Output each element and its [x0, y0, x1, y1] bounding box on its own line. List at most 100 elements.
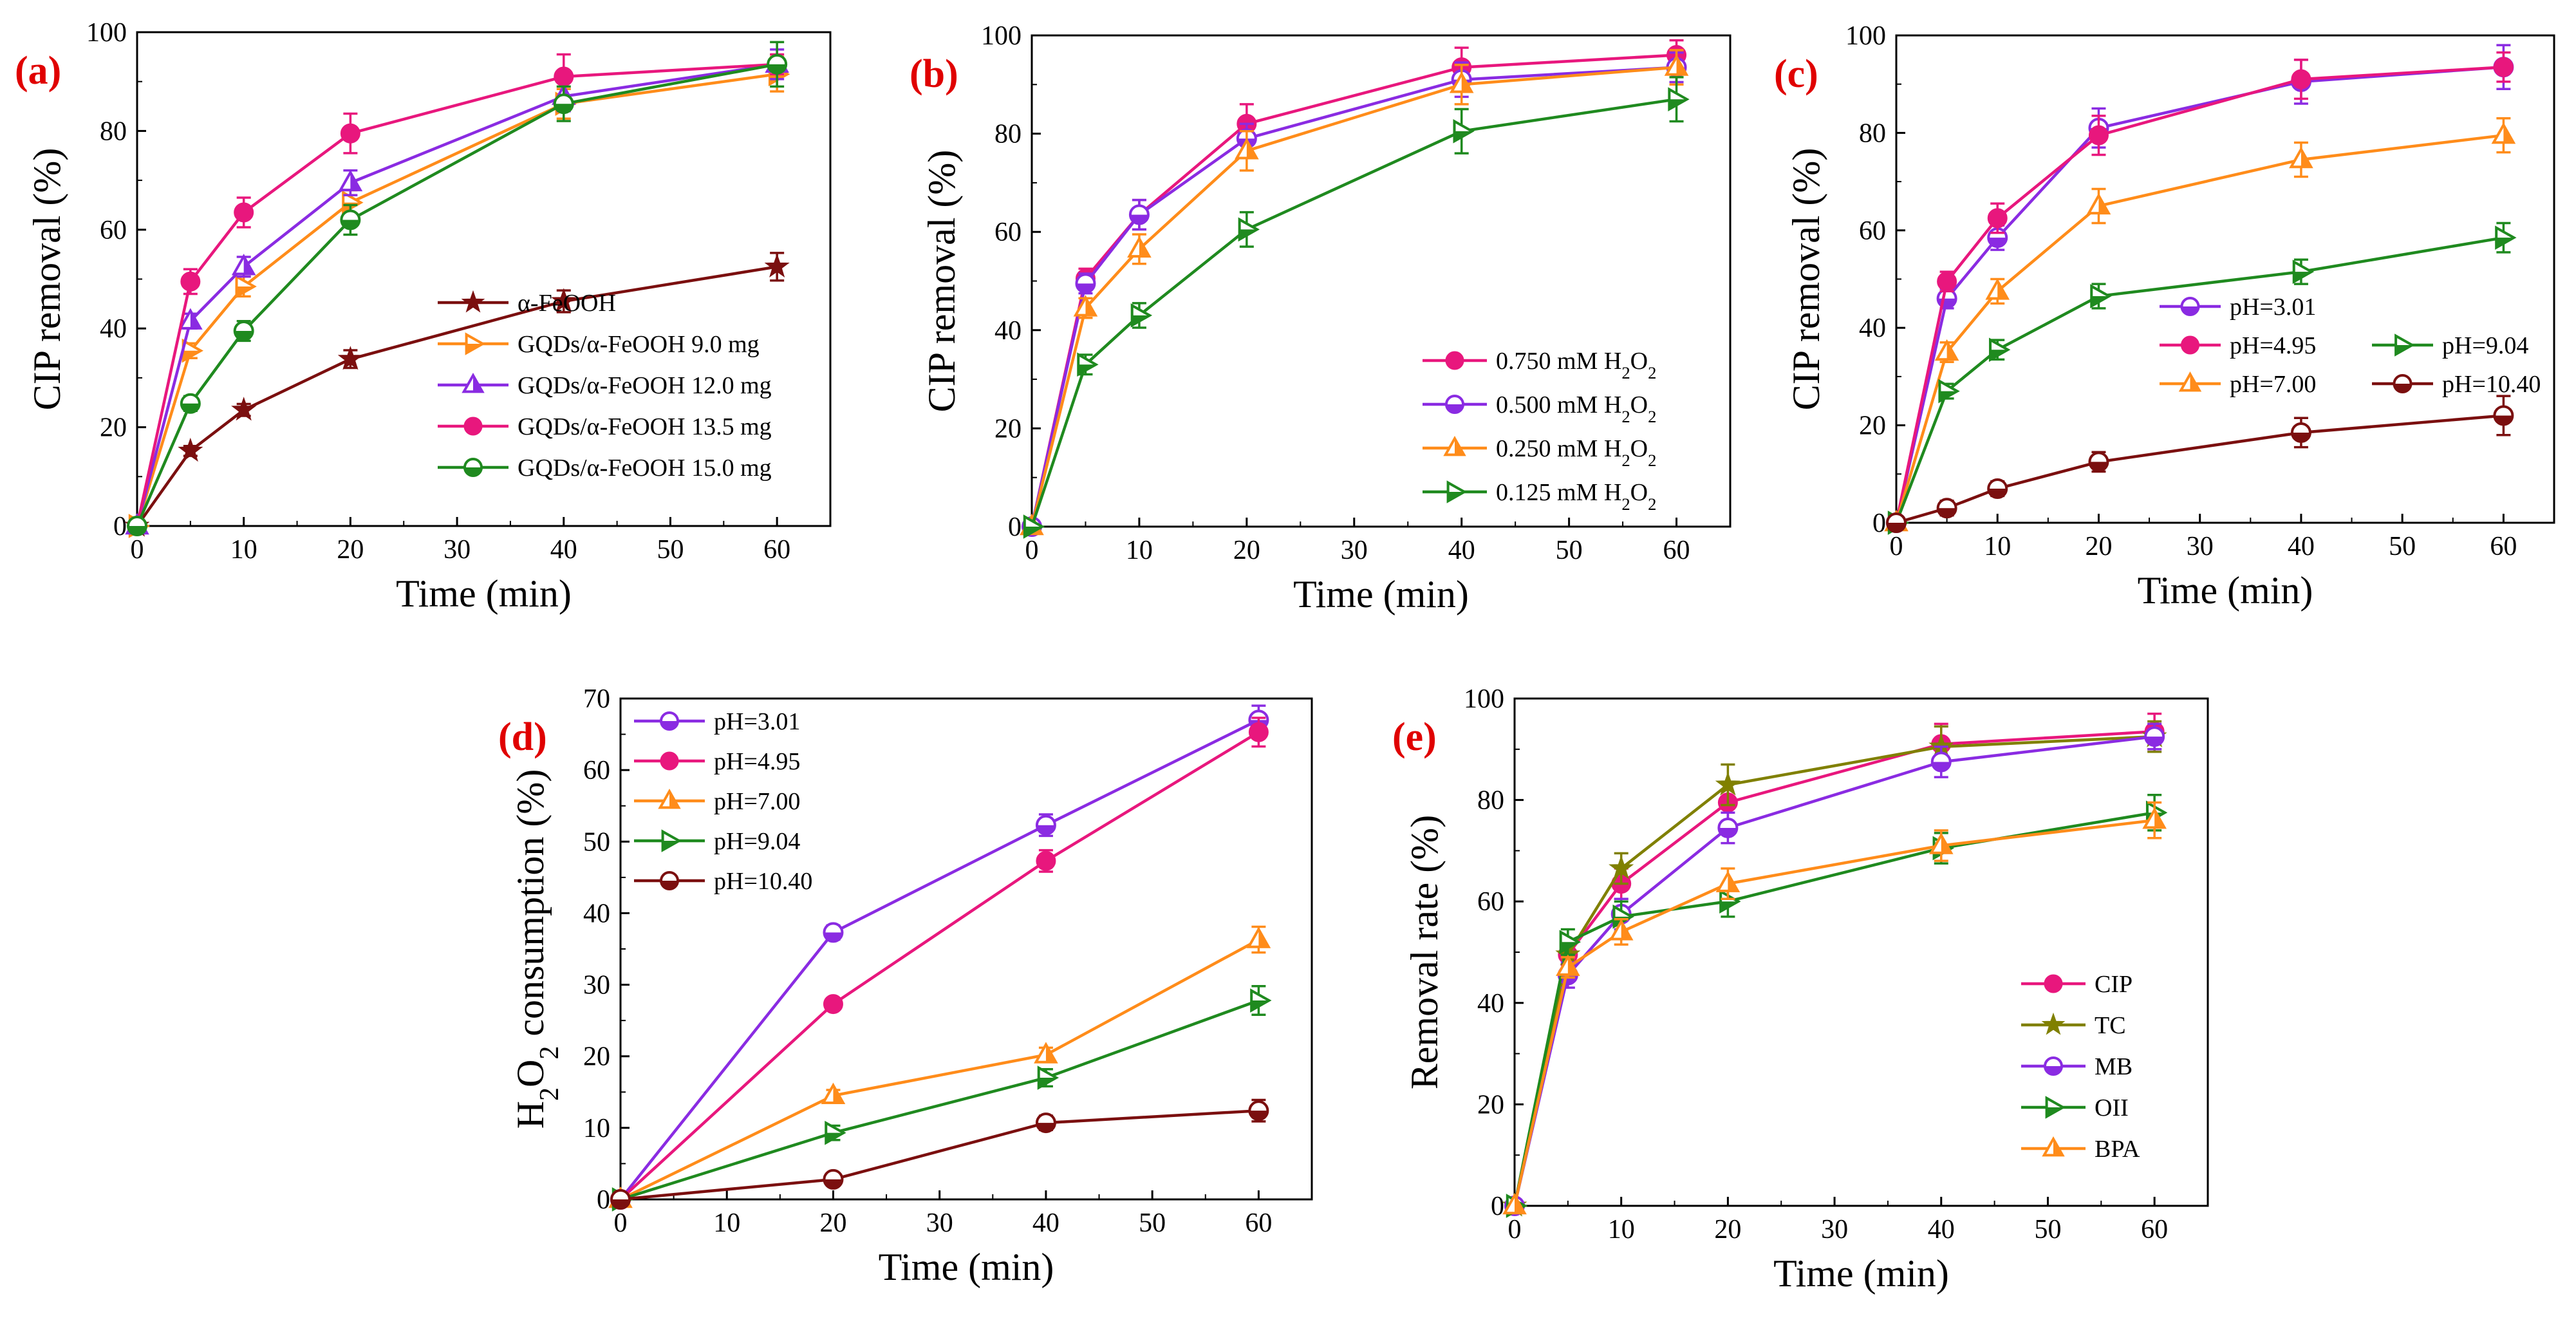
series-ph-4-95: [1886, 51, 2514, 533]
chart-panel-e: 0 10 20 30 40 50 60 0 20 40 60 80 100 Time (min) Remov…: [1392, 684, 2209, 1295]
legend-marker: [1443, 435, 1466, 456]
series-ph-3-01: [610, 704, 1269, 1210]
data-point: [178, 308, 203, 330]
data-point: [1023, 514, 1045, 539]
data-point: [1235, 138, 1259, 160]
legend-marker: [658, 788, 681, 809]
legend-marker: [1445, 351, 1464, 370]
data-point: [1034, 1042, 1058, 1064]
y-tick-label: 30: [583, 971, 610, 1000]
data-point: [1985, 278, 2010, 300]
panel-label: (b): [910, 52, 958, 96]
data-point: [1250, 988, 1272, 1013]
y-tick-label: 50: [583, 827, 610, 857]
legend-item: pH=10.40: [2372, 371, 2541, 398]
data-point: [1559, 930, 1582, 955]
data-point: [1609, 855, 1634, 879]
data-point: [1035, 814, 1056, 836]
y-tick-label: 80: [100, 117, 127, 146]
legend: α-FeOOH GQDs/α-FeOOH 9.0 mg GQDs/α-FeOOH 1…: [438, 290, 772, 482]
data-point: [2088, 451, 2109, 473]
legend-marker: [2045, 1096, 2066, 1119]
x-tick-label: 50: [2034, 1215, 2061, 1244]
y-tick-label: 10: [583, 1114, 610, 1143]
series-line: [135, 62, 778, 527]
data-point: [337, 346, 363, 370]
series-line: [1513, 729, 2155, 1206]
x-tick-label: 50: [657, 535, 684, 565]
legend: CIP TC MB OII BPA: [2021, 971, 2140, 1163]
series-0-500-mm-h2o2: [1022, 51, 1687, 537]
data-point: [180, 271, 201, 292]
data-point: [340, 209, 361, 230]
y-tick-label: 40: [583, 899, 610, 928]
data-point: [1717, 817, 1739, 838]
series-line: [1513, 735, 2155, 1206]
legend-marker: [1445, 395, 1464, 414]
data-point: [1664, 54, 1689, 76]
legend-label: pH=9.04: [2442, 332, 2528, 359]
legend-label: pH=3.01: [714, 708, 800, 735]
x-tick-label: 20: [1233, 536, 1260, 565]
legend-item: 0.250 mM H2O2: [1423, 435, 1656, 470]
legend-item: TC: [2021, 1012, 2126, 1039]
data-point: [1556, 954, 1580, 976]
x-tick-label: 0: [614, 1208, 628, 1238]
legend-marker: [2041, 1012, 2066, 1035]
x-tick-label: 10: [230, 535, 257, 565]
series-line: [619, 718, 1260, 1201]
data-point: [1715, 771, 1741, 796]
legend-item: pH=7.00: [634, 788, 800, 815]
legend-label: 0.250 mM H2O2: [1496, 435, 1656, 470]
series-cip: [1504, 712, 2165, 1216]
legend-item: pH=3.01: [2160, 294, 2316, 321]
data-point: [823, 922, 844, 943]
legend-item: GQDs/α-FeOOH 12.0 mg: [438, 372, 772, 399]
panel-label: (d): [498, 715, 547, 759]
legend-item: pH=3.01: [634, 708, 800, 735]
x-axis-title: Time (min): [879, 1246, 1054, 1288]
data-point: [1248, 722, 1269, 742]
legend-marker: [2394, 333, 2415, 357]
legend-marker: [2393, 374, 2413, 393]
data-point: [764, 253, 790, 277]
legend-marker: [660, 871, 679, 890]
legend-item: pH=4.95: [2160, 332, 2316, 359]
x-tick-label: 20: [819, 1208, 846, 1238]
x-tick-label: 60: [763, 535, 790, 565]
data-point: [231, 254, 256, 276]
panel-label: (a): [15, 49, 61, 93]
data-point: [1453, 118, 1475, 144]
data-point: [2290, 422, 2311, 443]
legend-label: pH=4.95: [2230, 332, 2316, 359]
data-point: [2292, 259, 2315, 284]
data-point: [1073, 295, 1098, 317]
y-tick-label: 60: [994, 218, 1022, 247]
y-tick-label: 100: [1845, 21, 1886, 51]
data-point: [1938, 379, 1960, 404]
y-tick-label: 20: [1859, 411, 1886, 441]
series-line: [135, 62, 778, 527]
data-point: [2495, 225, 2517, 250]
x-tick-label: 30: [926, 1208, 953, 1238]
series-line: [1030, 66, 1677, 527]
data-point: [1719, 889, 1741, 914]
x-tick-label: 40: [1032, 1208, 1059, 1238]
data-point: [1130, 303, 1153, 328]
legend-marker: [2181, 335, 2199, 355]
series-line: [1030, 66, 1677, 527]
data-point: [1930, 751, 1952, 773]
legend-item: BPA: [2021, 1136, 2140, 1163]
data-point: [1075, 273, 1096, 294]
data-point: [1035, 1112, 1056, 1134]
legend-marker: [661, 829, 682, 852]
data-point: [554, 66, 574, 87]
data-point: [1502, 1192, 1527, 1215]
x-tick-label: 30: [443, 535, 471, 565]
data-point: [1246, 926, 1271, 948]
data-point: [2086, 192, 2111, 215]
y-tick-label: 20: [100, 413, 127, 443]
y-axis-title: Removal rate (%): [1403, 815, 1446, 1089]
data-point: [553, 93, 574, 115]
